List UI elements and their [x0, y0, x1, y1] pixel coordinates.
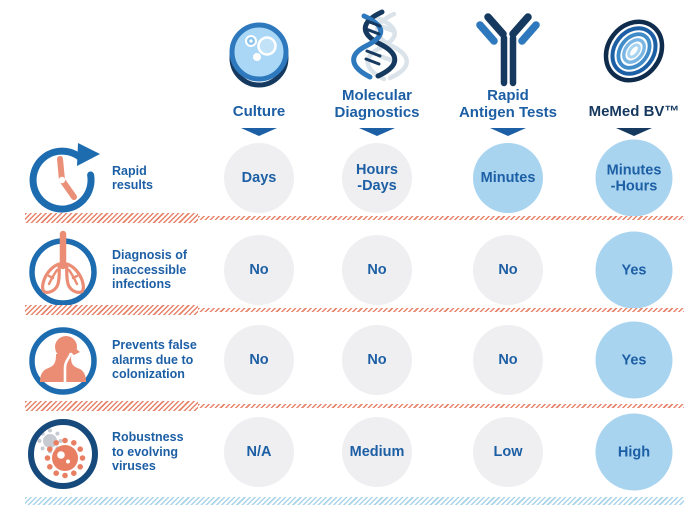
row-divider [25, 401, 198, 411]
lungs-icon [26, 228, 100, 315]
row-label-false-alarms: Prevents false alarms due to colonizatio… [112, 338, 197, 382]
bottom-divider [25, 497, 684, 505]
cell-inaccessible-memed: Yes [595, 231, 673, 309]
chevron-down-icon [241, 128, 277, 136]
row-label-rapid-results: Rapid results [112, 163, 153, 193]
cell-inaccessible-antigen: No [473, 235, 543, 305]
row-divider [25, 213, 198, 223]
fingerprint-icon [597, 12, 671, 95]
cell-rapid-results-culture: Days [224, 143, 294, 213]
person-throat-icon [26, 324, 100, 403]
cell-rapid-results-memed: Minutes -Hours [595, 139, 673, 217]
column-label-molecular-diagnostics: Molecular Diagnostics [334, 87, 420, 121]
row-divider-thin [198, 308, 684, 312]
column-label-memed-bv: MeMed BV™ [588, 103, 680, 120]
chevron-down-icon [359, 128, 395, 136]
row-divider-thin [198, 404, 684, 408]
row-label-inaccessible-infections: Diagnosis of inaccessible infections [112, 248, 188, 292]
virus-icon [25, 416, 101, 497]
cell-inaccessible-culture: No [224, 235, 294, 305]
cell-rapid-results-molecular: Hours -Days [342, 143, 412, 213]
cell-viruses-memed: High [595, 413, 673, 491]
cell-rapid-results-antigen: Minutes [473, 143, 543, 213]
row-label-evolving-viruses: Robustness to evolving viruses [112, 430, 184, 474]
chevron-down-icon [616, 128, 652, 136]
column-label-rapid-antigen-tests: Rapid Antigen Tests [458, 87, 558, 121]
chevron-down-icon [490, 128, 526, 136]
cell-false-alarms-molecular: No [342, 325, 412, 395]
cell-false-alarms-memed: Yes [595, 321, 673, 399]
antibody-icon [475, 8, 541, 97]
cell-viruses-culture: N/A [224, 417, 294, 487]
cell-false-alarms-culture: No [224, 325, 294, 395]
column-label-culture: Culture [232, 103, 286, 120]
row-divider [25, 305, 198, 315]
cell-false-alarms-antigen: No [473, 325, 543, 395]
clock-icon [23, 140, 103, 223]
cell-viruses-molecular: Medium [342, 417, 412, 487]
cell-inaccessible-molecular: No [342, 235, 412, 305]
dna-icon [336, 4, 418, 93]
cell-viruses-antigen: Low [473, 417, 543, 487]
petri-dish-icon [226, 20, 292, 103]
row-divider-thin [198, 216, 684, 220]
